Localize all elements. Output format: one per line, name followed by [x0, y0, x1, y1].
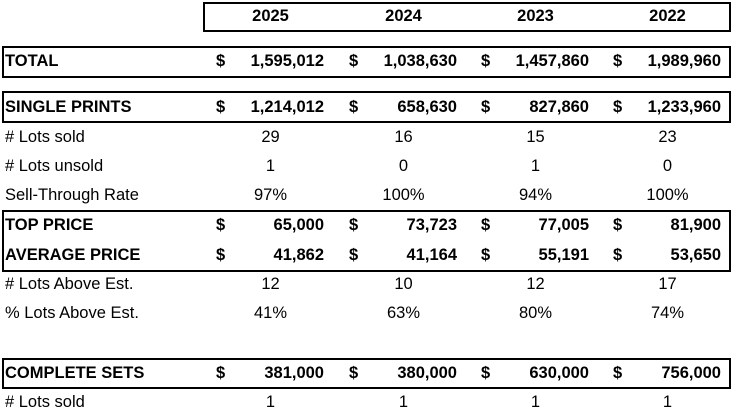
value: 0 — [398, 157, 409, 175]
amount: 53,650 — [670, 246, 721, 264]
value: 23 — [658, 128, 677, 146]
amount: 381,000 — [264, 364, 324, 382]
currency-symbol: $ — [481, 52, 491, 70]
amount: 73,723 — [406, 216, 457, 234]
row-label: AVERAGE PRICE — [5, 246, 141, 264]
amount: 630,000 — [529, 364, 589, 382]
currency-symbol: $ — [481, 246, 491, 264]
currency-symbol: $ — [216, 52, 226, 70]
value: 1 — [265, 393, 276, 411]
amount: 81,900 — [670, 216, 721, 234]
amount: 827,860 — [529, 98, 589, 116]
value: 100% — [646, 186, 689, 204]
value: 17 — [658, 275, 677, 293]
row-label: # Lots Above Est. — [5, 275, 134, 293]
currency-symbol: $ — [349, 364, 359, 382]
value: 97% — [253, 186, 288, 204]
row-label: # Lots sold — [5, 128, 85, 146]
currency-symbol: $ — [216, 364, 226, 382]
year-header: 2023 — [517, 7, 554, 25]
currency-symbol: $ — [481, 216, 491, 234]
currency-symbol: $ — [613, 98, 623, 116]
cell-border — [203, 2, 731, 32]
currency-symbol: $ — [349, 98, 359, 116]
amount: 1,233,960 — [647, 98, 721, 116]
amount: 1,989,960 — [647, 52, 721, 70]
row-label: # Lots sold — [5, 393, 85, 411]
currency-symbol: $ — [481, 364, 491, 382]
row-label: # Lots unsold — [5, 157, 104, 175]
value: 10 — [394, 275, 413, 293]
cell-border — [2, 91, 731, 123]
currency-symbol: $ — [613, 246, 623, 264]
amount: 1,457,860 — [515, 52, 589, 70]
currency-symbol: $ — [613, 52, 623, 70]
amount: 1,595,012 — [250, 52, 324, 70]
currency-symbol: $ — [613, 216, 623, 234]
currency-symbol: $ — [216, 246, 226, 264]
row-label: TOP PRICE — [5, 216, 94, 234]
amount: 65,000 — [273, 216, 324, 234]
value: 100% — [382, 186, 425, 204]
amount: 1,038,630 — [383, 52, 457, 70]
value: 1 — [530, 393, 541, 411]
amount: 55,191 — [538, 246, 589, 264]
row-label: TOTAL — [5, 52, 59, 70]
amount: 77,005 — [538, 216, 589, 234]
value: 12 — [261, 275, 280, 293]
value: 29 — [261, 128, 280, 146]
year-header: 2024 — [385, 7, 422, 25]
row-label: % Lots Above Est. — [5, 304, 139, 322]
currency-symbol: $ — [216, 98, 226, 116]
currency-symbol: $ — [481, 98, 491, 116]
cell-border — [2, 358, 731, 389]
cell-border — [2, 46, 731, 78]
value: 16 — [394, 128, 413, 146]
value: 12 — [526, 275, 545, 293]
value: 0 — [662, 157, 673, 175]
amount: 380,000 — [397, 364, 457, 382]
value: 1 — [530, 157, 541, 175]
amount: 41,164 — [406, 246, 457, 264]
year-header: 2022 — [649, 7, 686, 25]
amount: 1,214,012 — [250, 98, 324, 116]
currency-symbol: $ — [613, 364, 623, 382]
row-label: COMPLETE SETS — [5, 364, 145, 382]
year-header: 2025 — [252, 7, 289, 25]
cell-border — [2, 210, 731, 272]
value: 80% — [518, 304, 553, 322]
value: 15 — [526, 128, 545, 146]
value: 94% — [518, 186, 553, 204]
value: 41% — [253, 304, 288, 322]
value: 1 — [662, 393, 673, 411]
currency-symbol: $ — [216, 216, 226, 234]
amount: 756,000 — [661, 364, 721, 382]
value: 1 — [265, 157, 276, 175]
amount: 658,630 — [397, 98, 457, 116]
currency-symbol: $ — [349, 52, 359, 70]
value: 1 — [398, 393, 409, 411]
amount: 41,862 — [273, 246, 324, 264]
row-label: SINGLE PRINTS — [5, 98, 132, 116]
value: 63% — [386, 304, 421, 322]
currency-symbol: $ — [349, 216, 359, 234]
currency-symbol: $ — [349, 246, 359, 264]
value: 74% — [650, 304, 685, 322]
row-label: Sell-Through Rate — [5, 186, 139, 204]
